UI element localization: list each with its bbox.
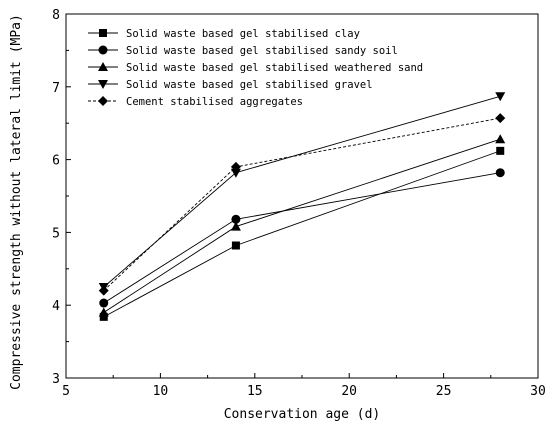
data-point	[495, 168, 505, 178]
series-line	[103, 95, 501, 288]
data-point	[495, 134, 506, 144]
data-point	[495, 113, 506, 124]
data-point	[231, 241, 240, 250]
data-point	[230, 168, 241, 178]
series-2	[99, 168, 505, 308]
legend-marker	[99, 29, 107, 37]
y-tick-label: 6	[52, 154, 60, 169]
legend-item-5: Cement stabilised aggregates	[88, 96, 303, 108]
y-tick-label: 4	[52, 299, 60, 314]
x-tick-label: 5	[62, 384, 70, 399]
series-line	[103, 138, 501, 313]
series-1	[99, 146, 505, 321]
series-3	[98, 134, 506, 317]
series-5	[98, 113, 506, 296]
series-4	[98, 92, 506, 292]
legend-marker	[98, 96, 108, 106]
legend-marker	[98, 62, 108, 71]
x-tick-label: 10	[153, 384, 169, 399]
data-point	[99, 312, 108, 321]
data-point	[98, 285, 109, 296]
data-point	[495, 92, 506, 102]
y-tick-label: 8	[52, 8, 60, 23]
y-tick-label: 7	[52, 81, 60, 96]
y-tick-label: 5	[52, 226, 60, 241]
series-line	[103, 172, 501, 304]
data-point	[231, 214, 241, 224]
legend-item-1: Solid waste based gel stabilised clay	[88, 28, 360, 40]
legend-item-2: Solid waste based gel stabilised sandy s…	[88, 45, 398, 57]
legend-label: Solid waste based gel stabilised sandy s…	[126, 45, 398, 57]
legend-item-3: Solid waste based gel stabilised weather…	[88, 62, 423, 74]
legend-marker	[98, 45, 108, 55]
y-axis-title: Compressive strength without lateral lim…	[9, 14, 24, 390]
legend-label: Cement stabilised aggregates	[126, 96, 303, 108]
legend-label: Solid waste based gel stabilised gravel	[126, 79, 373, 91]
series-line	[103, 150, 501, 318]
data-point	[98, 307, 109, 317]
data-point	[230, 161, 241, 172]
data-point	[99, 298, 109, 308]
data-point	[496, 146, 505, 155]
x-tick-label: 15	[247, 384, 263, 399]
legend-marker	[98, 80, 108, 89]
y-tick-label: 3	[52, 372, 60, 387]
data-point	[230, 221, 241, 231]
legend-item-4: Solid waste based gel stabilised gravel	[88, 79, 373, 91]
legend-label: Solid waste based gel stabilised weather…	[126, 62, 423, 74]
legend-label: Solid waste based gel stabilised clay	[126, 28, 360, 40]
x-tick-label: 25	[436, 384, 452, 399]
x-tick-label: 20	[341, 384, 357, 399]
x-tick-label: 30	[530, 384, 546, 399]
x-axis-title: Conservation age (d)	[224, 407, 381, 422]
